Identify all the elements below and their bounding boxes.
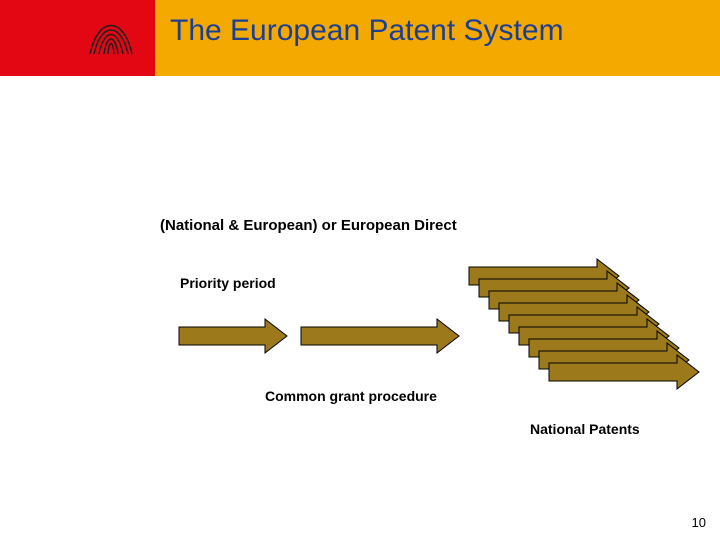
page-number: 10 [692, 515, 706, 530]
common-grant-label: Common grant procedure [265, 388, 437, 404]
grant-arrow [300, 318, 460, 354]
subtitle-text: (National & European) or European Direct [160, 217, 457, 234]
priority-arrow [178, 318, 288, 354]
page-title: The European Patent System [170, 14, 564, 48]
cascade-arrow-8 [548, 354, 700, 390]
epo-logo-icon [84, 6, 138, 60]
priority-period-label: Priority period [180, 275, 276, 291]
header: The European Patent System [0, 0, 720, 76]
national-patents-label: National Patents [530, 421, 640, 437]
